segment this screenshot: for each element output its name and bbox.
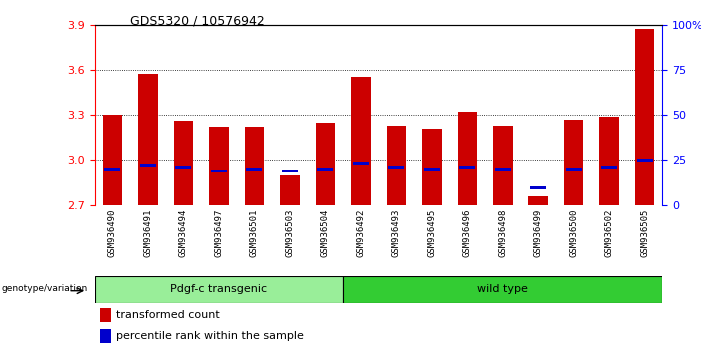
Text: GSM936491: GSM936491 [144,209,152,257]
Bar [318,168,333,171]
Bar [102,115,122,205]
Bar [282,170,298,172]
Bar [104,168,121,171]
Text: GSM936493: GSM936493 [392,209,401,257]
Text: GDS5320 / 10576942: GDS5320 / 10576942 [130,14,264,27]
Bar [566,168,582,171]
Bar [599,116,619,205]
Bar [343,276,662,303]
Text: GSM936498: GSM936498 [498,209,508,257]
Text: Pdgf-c transgenic: Pdgf-c transgenic [170,284,267,295]
Bar [424,168,440,171]
Text: wild type: wild type [477,284,528,295]
Bar [280,175,299,205]
Bar [530,186,546,189]
Bar [529,196,548,205]
Bar [174,121,193,205]
Bar [386,126,406,205]
Bar [351,78,371,205]
Text: GSM936497: GSM936497 [215,209,224,257]
Text: GSM936503: GSM936503 [285,209,294,257]
Bar [495,168,511,171]
Text: GSM936490: GSM936490 [108,209,117,257]
Text: GSM936495: GSM936495 [428,209,436,257]
Bar [458,112,477,205]
Bar [175,166,191,169]
Bar [459,166,475,169]
Bar [388,166,404,169]
Text: genotype/variation: genotype/variation [2,284,88,292]
Text: GSM936494: GSM936494 [179,209,188,257]
Text: GSM936501: GSM936501 [250,209,259,257]
Bar [245,127,264,205]
Bar [315,122,335,205]
Text: transformed count: transformed count [116,310,220,320]
Text: GSM936505: GSM936505 [640,209,649,257]
Bar [422,129,442,205]
Bar [246,168,262,171]
Text: GSM936502: GSM936502 [605,209,613,257]
Text: GSM936492: GSM936492 [356,209,365,257]
Bar [100,329,111,343]
Bar [564,120,583,205]
Bar [601,166,617,169]
Bar [353,162,369,165]
Bar [100,308,111,322]
Bar [140,164,156,167]
Bar [138,74,158,205]
Text: GSM936504: GSM936504 [321,209,329,257]
Bar [635,29,655,205]
Bar [637,159,653,161]
Text: GSM936496: GSM936496 [463,209,472,257]
Bar [209,127,229,205]
Text: GSM936500: GSM936500 [569,209,578,257]
Text: GSM936499: GSM936499 [533,209,543,257]
Bar [95,276,343,303]
Bar [493,126,512,205]
Text: percentile rank within the sample: percentile rank within the sample [116,331,304,341]
Bar [211,170,227,172]
